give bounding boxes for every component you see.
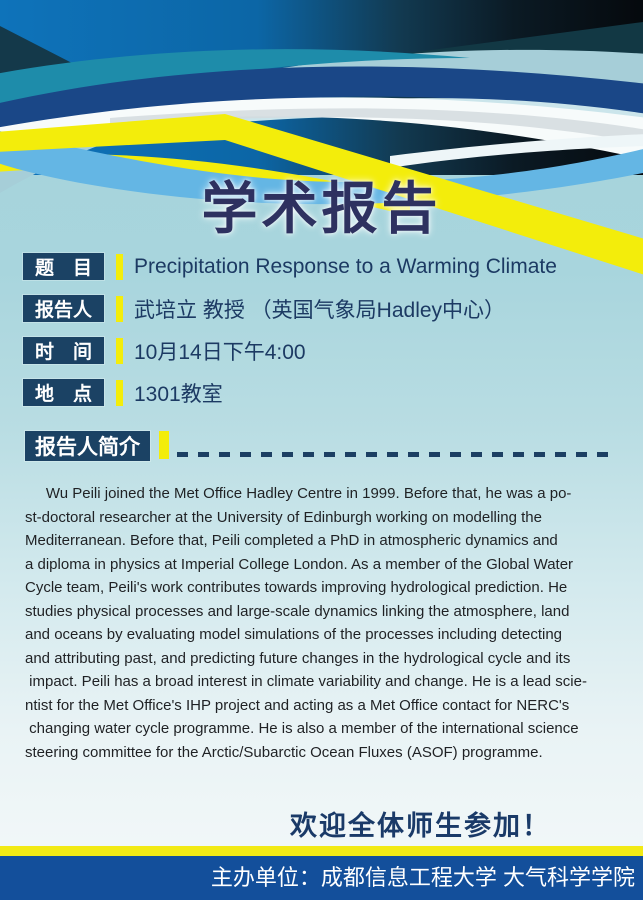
header-wave-graphic: [0, 0, 643, 275]
field-value-location: 1301教室: [134, 382, 223, 406]
field-label-speaker: 报告人: [23, 295, 104, 322]
yellow-bar-icon: [159, 431, 169, 459]
yellow-bar-icon: [116, 295, 123, 322]
field-label-time: 时 间: [23, 337, 104, 364]
field-value-speaker: 武培立 教授 （英国气象局Hadley中心）: [134, 298, 506, 322]
field-row-location: 地 点 1301教室: [23, 379, 633, 406]
bio-section-header: 报告人简介: [25, 431, 613, 461]
page-title: 学术报告: [201, 177, 442, 240]
field-row-time: 时 间 10月14日下午4:00: [23, 337, 633, 364]
field-value-topic: Precipitation Response to a Warming Clim…: [134, 254, 557, 278]
bio-heading: 报告人简介: [25, 431, 150, 461]
yellow-bar-icon: [116, 337, 123, 364]
yellow-bar-icon: [116, 379, 123, 406]
field-row-speaker: 报告人 武培立 教授 （英国气象局Hadley中心）: [23, 295, 633, 322]
field-label-topic: 题 目: [23, 253, 104, 280]
field-label-location: 地 点: [23, 379, 104, 406]
yellow-bar-icon: [116, 253, 123, 280]
field-row-topic: 题 目 Precipitation Response to a Warming …: [23, 253, 633, 280]
lecture-info: 题 目 Precipitation Response to a Warming …: [23, 253, 633, 421]
footer-yellow-stripe: [0, 846, 643, 856]
speaker-bio-paragraph: Wu Peili joined the Met Office Hadley Ce…: [25, 485, 587, 761]
field-value-time: 10月14日下午4:00: [134, 340, 306, 364]
footer-organizer: 主办单位：成都信息工程大学 大气科学学院: [0, 856, 643, 900]
welcome-message: 欢迎全体师生参加！: [290, 811, 551, 841]
dashed-divider: [177, 452, 611, 457]
